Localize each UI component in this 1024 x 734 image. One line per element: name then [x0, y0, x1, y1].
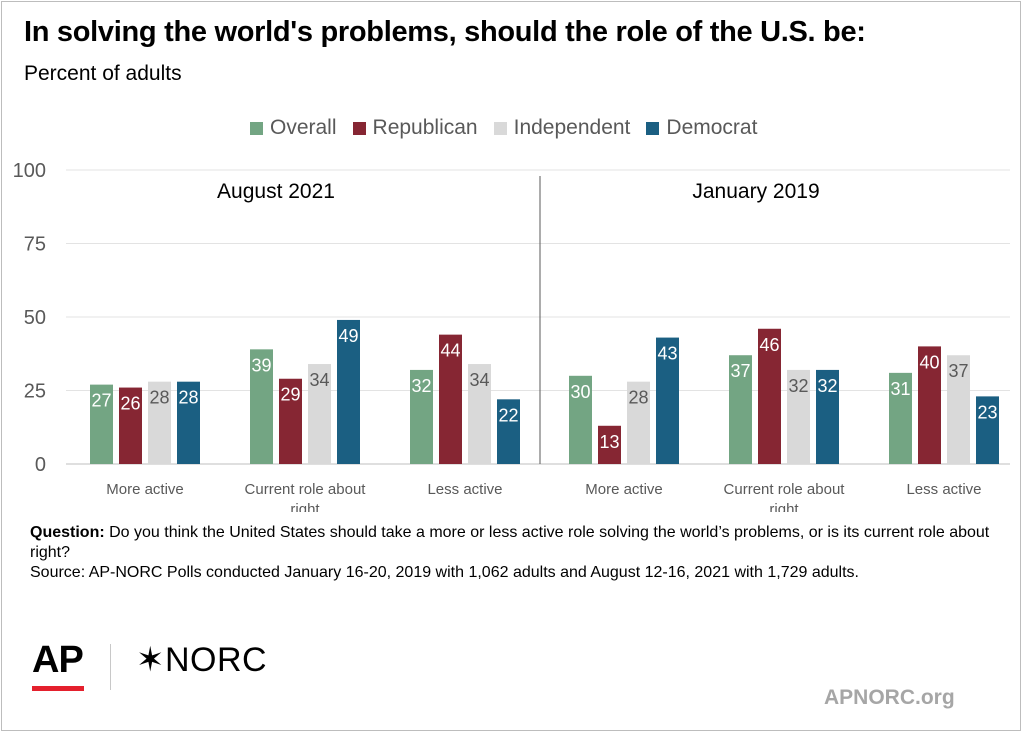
bar-independent	[787, 369, 810, 464]
source-text: Source: AP-NORC Polls conducted January …	[30, 564, 859, 581]
bar-overall	[250, 349, 273, 464]
data-label: 32	[817, 376, 837, 396]
data-label: 37	[948, 361, 968, 381]
data-label: 23	[977, 402, 997, 422]
bar-overall	[90, 384, 113, 464]
bar-independent	[468, 364, 491, 464]
data-label: 30	[570, 382, 590, 402]
data-label: 28	[149, 388, 169, 408]
bar-independent	[308, 364, 331, 464]
bar-republican	[119, 387, 142, 464]
legend-label: Democrat	[666, 116, 758, 139]
category-label: Current role about right	[245, 481, 367, 512]
legend-label: Republican	[372, 116, 478, 139]
bar-democrat	[337, 319, 360, 464]
data-label: 27	[91, 391, 111, 411]
site-url: APNORC.org	[824, 686, 955, 709]
data-label: 29	[280, 385, 300, 405]
data-label: 22	[498, 405, 518, 425]
ap-logo: AP	[32, 639, 84, 681]
chart-subtitle: Percent of adults	[24, 62, 182, 85]
category-label: Current role about right	[724, 481, 846, 512]
data-label: 31	[890, 379, 910, 399]
legend-item-independent: Independent	[493, 116, 631, 140]
y-tick-label: 75	[24, 234, 46, 256]
data-label: 26	[120, 394, 140, 414]
data-label: 32	[788, 376, 808, 396]
bar-democrat	[816, 369, 839, 464]
data-label: 28	[178, 388, 198, 408]
logo-divider	[110, 644, 111, 690]
legend-item-republican: Republican	[352, 116, 478, 140]
legend-swatch-overall	[250, 121, 263, 135]
legend-swatch-republican	[352, 121, 366, 135]
legend: Overall Republican Independent Democrat	[250, 115, 773, 141]
bar-democrat	[177, 381, 200, 464]
bar-democrat	[497, 399, 520, 464]
bar-overall	[569, 375, 592, 464]
ap-logo-underline	[32, 686, 84, 691]
y-tick-label: 25	[24, 381, 46, 403]
category-label: More active	[585, 481, 663, 498]
bar-republican	[918, 346, 941, 464]
bar-republican	[598, 425, 621, 464]
data-label: 46	[759, 335, 779, 355]
y-tick-label: 100	[13, 160, 46, 182]
bar-chart: 0 25 50 75 100 August 2021 27 26 28 28 More active…	[13, 160, 1010, 512]
category-label: More active	[106, 481, 184, 498]
chart-title: In solving the world's problems, should …	[24, 16, 866, 48]
legend-swatch-independent	[493, 121, 507, 135]
data-label: 37	[730, 361, 750, 381]
bar-democrat	[976, 396, 999, 464]
panel-label: August 2021	[217, 180, 335, 203]
data-label: 43	[657, 344, 677, 364]
bar-overall	[889, 372, 912, 464]
data-label: 49	[338, 326, 358, 346]
legend-item-overall: Overall	[250, 116, 337, 140]
data-label: 34	[309, 370, 329, 390]
legend-item-democrat: Democrat	[646, 116, 757, 140]
panel-label: January 2019	[692, 180, 819, 203]
data-label: 13	[599, 432, 619, 452]
bar-overall	[410, 369, 433, 464]
bar-republican	[439, 334, 462, 464]
bar-independent	[947, 355, 970, 464]
data-label: 28	[628, 388, 648, 408]
bar-republican	[279, 378, 302, 464]
question-label: Question:	[30, 524, 105, 541]
norc-logo: ✶NORC	[136, 641, 268, 679]
data-label: 44	[440, 341, 460, 361]
bar-democrat	[656, 337, 679, 464]
footnote: Question: Do you think the United States…	[30, 523, 1010, 583]
data-label: 40	[919, 352, 939, 372]
y-tick-label: 50	[24, 307, 46, 329]
data-label: 34	[469, 370, 489, 390]
bar-republican	[758, 328, 781, 464]
legend-label: Independent	[513, 116, 631, 139]
bar-overall	[729, 355, 752, 464]
category-label: Less active	[906, 481, 981, 498]
legend-label: Overall	[270, 116, 337, 139]
question-text: Do you think the United States should ta…	[30, 524, 990, 561]
data-label: 32	[411, 376, 431, 396]
y-tick-label: 0	[35, 454, 46, 476]
data-label: 39	[251, 355, 271, 375]
legend-swatch-democrat	[646, 121, 660, 135]
bar-independent	[148, 381, 171, 464]
category-label: Less active	[427, 481, 502, 498]
bar-independent	[627, 381, 650, 464]
